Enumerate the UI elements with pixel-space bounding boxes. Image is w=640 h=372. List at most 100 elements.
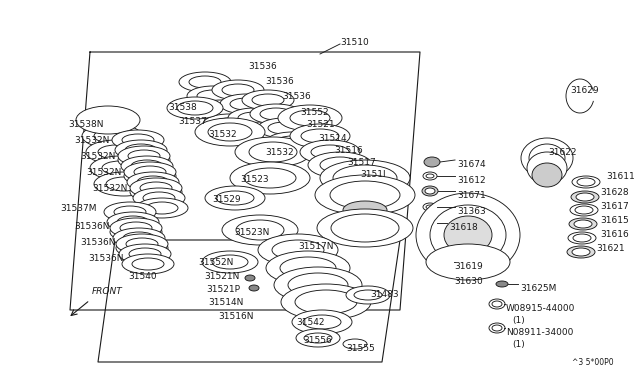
Ellipse shape [425, 188, 435, 194]
Ellipse shape [228, 108, 280, 128]
Ellipse shape [569, 218, 597, 230]
Ellipse shape [126, 242, 158, 254]
Ellipse shape [205, 104, 237, 116]
Text: 31523: 31523 [240, 175, 269, 184]
Ellipse shape [98, 145, 134, 159]
Ellipse shape [195, 100, 247, 120]
Text: 31521N: 31521N [204, 272, 239, 281]
Ellipse shape [90, 113, 126, 127]
Ellipse shape [343, 201, 387, 219]
Ellipse shape [260, 108, 292, 120]
Ellipse shape [177, 101, 213, 115]
Ellipse shape [317, 209, 413, 247]
Text: 31532N: 31532N [92, 184, 127, 193]
Text: 31517N: 31517N [298, 242, 333, 251]
Ellipse shape [126, 238, 158, 250]
Ellipse shape [129, 248, 161, 260]
Ellipse shape [574, 220, 592, 228]
Ellipse shape [572, 176, 600, 188]
Ellipse shape [496, 281, 508, 287]
Ellipse shape [124, 162, 176, 182]
Text: 31517: 31517 [347, 158, 376, 167]
Ellipse shape [197, 90, 229, 102]
Text: 31674: 31674 [457, 160, 486, 169]
Ellipse shape [86, 140, 146, 164]
Ellipse shape [213, 118, 245, 130]
Ellipse shape [290, 110, 330, 126]
Ellipse shape [220, 94, 272, 114]
Text: 31671: 31671 [457, 191, 486, 200]
Ellipse shape [427, 219, 437, 227]
Text: 31552N: 31552N [198, 258, 234, 267]
Ellipse shape [280, 257, 336, 279]
Ellipse shape [123, 232, 155, 244]
Ellipse shape [212, 80, 264, 100]
Ellipse shape [567, 246, 595, 258]
Text: 31514: 31514 [318, 134, 347, 143]
Ellipse shape [102, 161, 138, 175]
Ellipse shape [125, 144, 157, 156]
Ellipse shape [252, 94, 284, 106]
Ellipse shape [288, 273, 348, 297]
Text: 31532N: 31532N [86, 168, 122, 177]
Ellipse shape [106, 177, 142, 191]
Ellipse shape [278, 105, 342, 131]
Ellipse shape [444, 216, 492, 254]
Ellipse shape [430, 205, 506, 265]
Ellipse shape [416, 193, 520, 277]
Ellipse shape [179, 72, 231, 92]
Text: 31537: 31537 [178, 117, 207, 126]
Ellipse shape [576, 193, 594, 201]
Text: W08915-44000: W08915-44000 [506, 304, 575, 313]
Ellipse shape [130, 182, 182, 202]
Ellipse shape [532, 163, 562, 187]
Ellipse shape [203, 114, 255, 134]
Text: N08911-34000: N08911-34000 [506, 328, 573, 337]
Text: 31622: 31622 [548, 148, 577, 157]
Ellipse shape [113, 228, 165, 248]
Ellipse shape [311, 145, 349, 159]
Ellipse shape [570, 204, 598, 216]
Ellipse shape [424, 157, 440, 167]
Ellipse shape [130, 178, 182, 198]
Ellipse shape [90, 156, 150, 180]
Ellipse shape [128, 154, 160, 166]
Text: 31616: 31616 [600, 230, 628, 239]
Ellipse shape [295, 290, 357, 314]
Text: 31556: 31556 [303, 336, 332, 345]
Text: 31628: 31628 [600, 188, 628, 197]
Text: 31617: 31617 [600, 202, 628, 211]
Ellipse shape [202, 251, 258, 273]
Ellipse shape [577, 178, 595, 186]
Text: 31516N: 31516N [218, 312, 253, 321]
Ellipse shape [266, 132, 318, 152]
Ellipse shape [208, 123, 252, 141]
Text: FRONT: FRONT [92, 287, 123, 296]
Ellipse shape [573, 234, 591, 242]
Ellipse shape [250, 104, 302, 124]
Ellipse shape [120, 226, 152, 238]
Ellipse shape [117, 216, 149, 228]
Ellipse shape [276, 136, 308, 148]
Ellipse shape [82, 124, 142, 148]
Text: 3151l: 3151l [360, 170, 386, 179]
Text: (1): (1) [512, 316, 525, 325]
Text: 31552: 31552 [300, 108, 328, 117]
Ellipse shape [572, 248, 590, 256]
Ellipse shape [212, 255, 248, 269]
Ellipse shape [127, 172, 179, 192]
Ellipse shape [303, 315, 341, 329]
Ellipse shape [423, 172, 437, 180]
Text: 31538: 31538 [168, 103, 196, 112]
Ellipse shape [331, 214, 399, 242]
Ellipse shape [143, 192, 175, 204]
Ellipse shape [571, 191, 599, 203]
Ellipse shape [114, 206, 146, 218]
Ellipse shape [136, 198, 188, 218]
Ellipse shape [116, 234, 168, 254]
Ellipse shape [236, 220, 284, 240]
Ellipse shape [134, 170, 166, 182]
Ellipse shape [104, 202, 156, 222]
Ellipse shape [116, 238, 168, 258]
Ellipse shape [492, 301, 502, 307]
